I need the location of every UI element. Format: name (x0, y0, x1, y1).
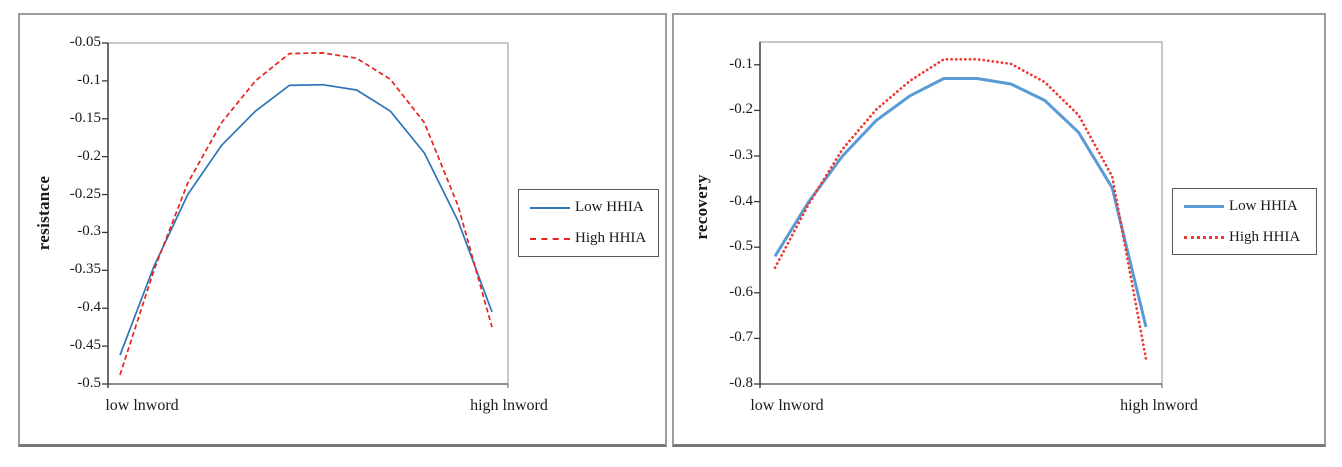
x-label-low-lnword: low lnword (750, 397, 824, 414)
y-tick-label: -0.5 (729, 238, 753, 255)
y-tick-label: -0.25 (69, 185, 101, 202)
high-hhia-line-sample (530, 237, 570, 240)
y-tick-label: -0.45 (69, 337, 101, 354)
resistance-chart-panel: resistance low lnword high lnword Low HH… (18, 13, 667, 447)
y-tick-label: -0.2 (729, 101, 753, 118)
x-label-high-lnword: high lnword (1120, 397, 1198, 414)
legend-entry-high-hhia: High HHIA (530, 229, 658, 249)
y-tick-label: -0.15 (69, 109, 101, 126)
y-tick-label: -0.7 (729, 329, 753, 346)
x-label-high-lnword: high lnword (470, 397, 548, 414)
y-tick-label: -0.8 (729, 375, 753, 391)
legend-label: High HHIA (1229, 228, 1301, 245)
y-tick-label: -0.35 (69, 261, 101, 278)
recovery-plot-area (754, 41, 1163, 388)
plot-border (107, 42, 509, 385)
curve-high-hhia (119, 52, 493, 376)
legend-entry-high-hhia: High HHIA (1184, 227, 1316, 247)
recovery-chart-panel: recovery low lnword high lnword Low HHIA… (672, 13, 1326, 447)
low-hhia-line-sample (530, 206, 570, 209)
plot-border (759, 41, 1163, 385)
legend: Low HHIA High HHIA (1172, 188, 1317, 255)
legend-label: High HHIA (575, 230, 647, 246)
legend-entry-low-hhia: Low HHIA (1184, 196, 1316, 216)
x-label-low-lnword: low lnword (105, 397, 179, 414)
y-tick-label: -0.6 (729, 283, 753, 300)
y-tick-label: -0.4 (729, 192, 753, 209)
y-tick-label: -0.1 (729, 55, 753, 72)
y-tick-label: -0.05 (69, 34, 101, 50)
low-hhia-line-sample (1184, 204, 1224, 208)
legend-entry-low-hhia: Low HHIA (530, 198, 658, 218)
resistance-plot-area (102, 42, 509, 388)
high-hhia-line-sample (1184, 235, 1224, 239)
y-tick-label: -0.5 (77, 375, 101, 391)
y-tick-label: -0.2 (77, 147, 101, 164)
curve-low-hhia (119, 83, 493, 356)
curve-high-hhia (773, 57, 1148, 361)
curve-low-hhia (773, 77, 1148, 328)
y-tick-label: -0.1 (77, 71, 101, 88)
y-tick-label: -0.3 (729, 147, 753, 163)
legend-label: Low HHIA (575, 199, 644, 215)
y-tick-label: -0.4 (77, 299, 101, 316)
legend-label: Low HHIA (1229, 197, 1298, 214)
legend: Low HHIA High HHIA (518, 189, 659, 257)
y-tick-label: -0.3 (77, 223, 101, 240)
